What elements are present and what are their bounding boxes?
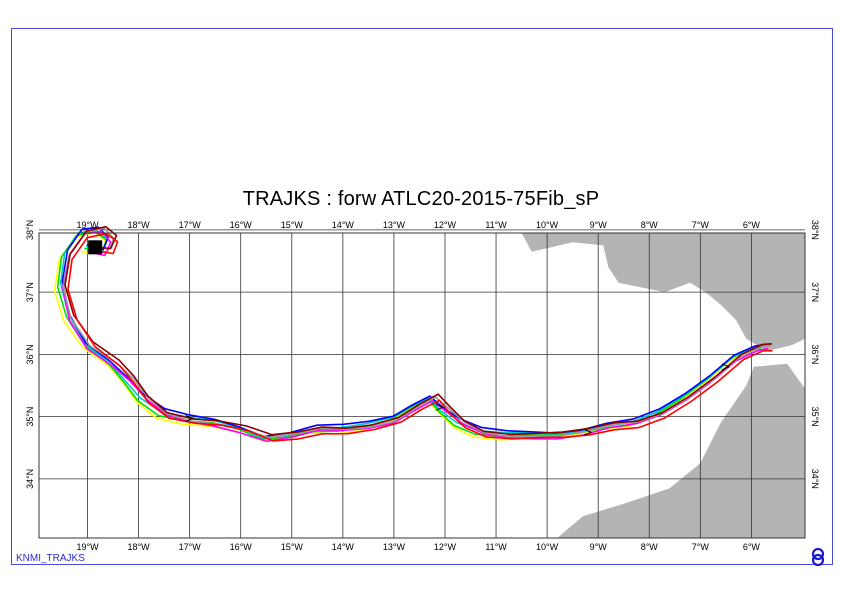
lon-label-bottom: 17°W <box>179 542 202 552</box>
lon-label-bottom: 12°W <box>434 542 457 552</box>
direction-arrow <box>583 428 593 436</box>
lon-label-top: 7°W <box>692 220 710 230</box>
lon-label-bottom: 13°W <box>383 542 406 552</box>
trajectory-line <box>67 232 773 442</box>
lon-label-top: 11°W <box>485 220 507 230</box>
land-layer <box>521 233 805 538</box>
lat-label-left: 35°N <box>25 407 35 427</box>
lon-label-top: 13°W <box>383 220 406 230</box>
lon-label-bottom: 16°W <box>230 542 253 552</box>
lat-label-right: 36°N <box>810 344 820 364</box>
lat-label-left: 38°N <box>25 220 35 240</box>
footer-label: KNMI_TRAJKS <box>16 553 85 564</box>
lon-label-bottom: 11°W <box>485 542 507 552</box>
lon-label-top: 10°W <box>536 220 559 230</box>
lon-label-bottom: 19°W <box>76 542 99 552</box>
tick-labels: 19°W 19°W 18°W 18°W 17°W 17°W 16°W 16°W 15°W 15°W… <box>25 220 820 552</box>
lat-label-right: 38°N <box>810 220 820 240</box>
page-title: TRAJKS : forw ATLC20-2015-75Fib_sP <box>242 188 600 210</box>
lon-label-top: 19°W <box>76 220 99 230</box>
lon-label-bottom: 6°W <box>743 542 761 552</box>
lon-label-top: 15°W <box>281 220 304 230</box>
trajectory-layer <box>53 225 773 443</box>
knmi-logo-icon <box>811 547 825 567</box>
direction-arrow <box>435 403 445 411</box>
trajectory-line <box>64 225 773 436</box>
lon-label-top: 12°W <box>434 220 457 230</box>
lon-label-bottom: 8°W <box>641 542 659 552</box>
map-frame <box>11 28 833 565</box>
lon-label-top: 16°W <box>230 220 253 230</box>
trajectory-line <box>62 227 772 439</box>
lon-label-top: 6°W <box>743 220 761 230</box>
lat-label-right: 34°N <box>810 469 820 489</box>
lon-label-top: 14°W <box>332 220 355 230</box>
trajectory-line <box>62 230 769 443</box>
lat-label-left: 34°N <box>25 469 35 489</box>
plot-border <box>38 232 806 539</box>
land-africa <box>557 363 805 538</box>
lon-label-bottom: 10°W <box>536 542 559 552</box>
lat-label-right: 37°N <box>810 282 820 302</box>
lon-label-top: 8°W <box>641 220 659 230</box>
lon-label-bottom: 18°W <box>128 542 151 552</box>
direction-arrow <box>721 363 731 371</box>
lon-label-bottom: 14°W <box>332 542 355 552</box>
lon-label-top: 9°W <box>590 220 608 230</box>
lon-label-bottom: 9°W <box>590 542 608 552</box>
lat-label-left: 36°N <box>25 344 35 364</box>
lat-label-left: 37°N <box>25 282 35 302</box>
direction-arrow <box>185 415 194 422</box>
lon-label-bottom: 15°W <box>281 542 304 552</box>
lon-label-top: 17°W <box>179 220 202 230</box>
start-marker <box>88 240 103 255</box>
lon-label-top: 18°W <box>128 220 151 230</box>
land-iberia <box>521 233 805 352</box>
lat-label-right: 35°N <box>810 407 820 427</box>
lon-label-bottom: 7°W <box>692 542 710 552</box>
